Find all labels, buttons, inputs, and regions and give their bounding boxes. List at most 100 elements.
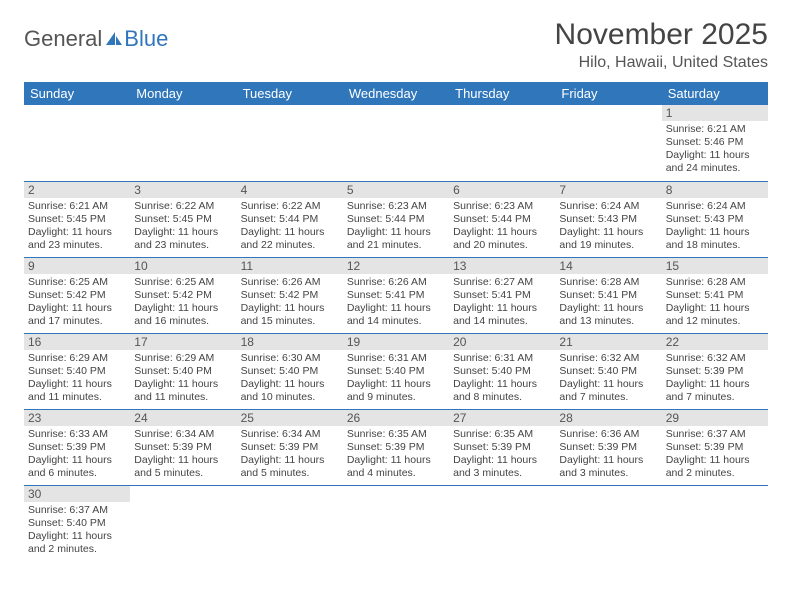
sunset-line: Sunset: 5:40 PM	[28, 517, 126, 530]
day-cell: 3Sunrise: 6:22 AMSunset: 5:45 PMDaylight…	[130, 181, 236, 257]
day-cell: 9Sunrise: 6:25 AMSunset: 5:42 PMDaylight…	[24, 257, 130, 333]
day-detail: Sunrise: 6:31 AMSunset: 5:40 PMDaylight:…	[449, 350, 555, 409]
day-cell: 24Sunrise: 6:34 AMSunset: 5:39 PMDayligh…	[130, 409, 236, 485]
daylight-line: Daylight: 11 hours and 14 minutes.	[453, 302, 551, 328]
weekday-header: Tuesday	[237, 82, 343, 105]
day-cell: 2Sunrise: 6:21 AMSunset: 5:45 PMDaylight…	[24, 181, 130, 257]
day-cell: 4Sunrise: 6:22 AMSunset: 5:44 PMDaylight…	[237, 181, 343, 257]
daylight-line: Daylight: 11 hours and 22 minutes.	[241, 226, 339, 252]
sunrise-line: Sunrise: 6:25 AM	[28, 276, 126, 289]
sunset-line: Sunset: 5:43 PM	[666, 213, 764, 226]
sunrise-line: Sunrise: 6:29 AM	[134, 352, 232, 365]
weekday-header-row: SundayMondayTuesdayWednesdayThursdayFrid…	[24, 82, 768, 105]
day-number: 30	[24, 486, 130, 502]
day-detail: Sunrise: 6:21 AMSunset: 5:46 PMDaylight:…	[662, 121, 768, 180]
day-detail: Sunrise: 6:37 AMSunset: 5:39 PMDaylight:…	[662, 426, 768, 485]
sunset-line: Sunset: 5:39 PM	[453, 441, 551, 454]
day-detail: Sunrise: 6:33 AMSunset: 5:39 PMDaylight:…	[24, 426, 130, 485]
day-cell: 6Sunrise: 6:23 AMSunset: 5:44 PMDaylight…	[449, 181, 555, 257]
daylight-line: Daylight: 11 hours and 14 minutes.	[347, 302, 445, 328]
day-detail: Sunrise: 6:22 AMSunset: 5:44 PMDaylight:…	[237, 198, 343, 257]
day-cell: 1Sunrise: 6:21 AMSunset: 5:46 PMDaylight…	[662, 105, 768, 181]
day-cell: 30Sunrise: 6:37 AMSunset: 5:40 PMDayligh…	[24, 485, 130, 561]
daylight-line: Daylight: 11 hours and 4 minutes.	[347, 454, 445, 480]
weekday-header: Saturday	[662, 82, 768, 105]
weekday-header: Thursday	[449, 82, 555, 105]
daylight-line: Daylight: 11 hours and 23 minutes.	[28, 226, 126, 252]
title-block: November 2025 Hilo, Hawaii, United State…	[555, 18, 768, 72]
daylight-line: Daylight: 11 hours and 12 minutes.	[666, 302, 764, 328]
day-detail: Sunrise: 6:37 AMSunset: 5:40 PMDaylight:…	[24, 502, 130, 561]
daylight-line: Daylight: 11 hours and 5 minutes.	[134, 454, 232, 480]
logo: General Blue	[24, 26, 168, 52]
day-cell: 8Sunrise: 6:24 AMSunset: 5:43 PMDaylight…	[662, 181, 768, 257]
daylight-line: Daylight: 11 hours and 6 minutes.	[28, 454, 126, 480]
day-detail: Sunrise: 6:28 AMSunset: 5:41 PMDaylight:…	[662, 274, 768, 333]
daylight-line: Daylight: 11 hours and 11 minutes.	[28, 378, 126, 404]
sunrise-line: Sunrise: 6:26 AM	[347, 276, 445, 289]
day-cell: 7Sunrise: 6:24 AMSunset: 5:43 PMDaylight…	[555, 181, 661, 257]
calendar-row: 2Sunrise: 6:21 AMSunset: 5:45 PMDaylight…	[24, 181, 768, 257]
sunrise-line: Sunrise: 6:22 AM	[241, 200, 339, 213]
sunset-line: Sunset: 5:40 PM	[347, 365, 445, 378]
day-number: 23	[24, 410, 130, 426]
sunset-line: Sunset: 5:39 PM	[559, 441, 657, 454]
sunset-line: Sunset: 5:39 PM	[347, 441, 445, 454]
sunset-line: Sunset: 5:44 PM	[241, 213, 339, 226]
day-number: 19	[343, 334, 449, 350]
day-cell: 15Sunrise: 6:28 AMSunset: 5:41 PMDayligh…	[662, 257, 768, 333]
sunset-line: Sunset: 5:42 PM	[241, 289, 339, 302]
day-number: 21	[555, 334, 661, 350]
sunset-line: Sunset: 5:40 PM	[241, 365, 339, 378]
day-detail: Sunrise: 6:27 AMSunset: 5:41 PMDaylight:…	[449, 274, 555, 333]
sunset-line: Sunset: 5:45 PM	[134, 213, 232, 226]
day-cell: 23Sunrise: 6:33 AMSunset: 5:39 PMDayligh…	[24, 409, 130, 485]
day-number: 22	[662, 334, 768, 350]
sunrise-line: Sunrise: 6:35 AM	[453, 428, 551, 441]
calendar-row: 9Sunrise: 6:25 AMSunset: 5:42 PMDaylight…	[24, 257, 768, 333]
daylight-line: Daylight: 11 hours and 20 minutes.	[453, 226, 551, 252]
day-detail: Sunrise: 6:24 AMSunset: 5:43 PMDaylight:…	[662, 198, 768, 257]
empty-cell	[662, 485, 768, 561]
sunrise-line: Sunrise: 6:25 AM	[134, 276, 232, 289]
day-detail: Sunrise: 6:29 AMSunset: 5:40 PMDaylight:…	[24, 350, 130, 409]
sunset-line: Sunset: 5:44 PM	[453, 213, 551, 226]
sunset-line: Sunset: 5:43 PM	[559, 213, 657, 226]
empty-cell	[237, 485, 343, 561]
sunset-line: Sunset: 5:39 PM	[241, 441, 339, 454]
day-number: 15	[662, 258, 768, 274]
day-cell: 10Sunrise: 6:25 AMSunset: 5:42 PMDayligh…	[130, 257, 236, 333]
daylight-line: Daylight: 11 hours and 5 minutes.	[241, 454, 339, 480]
day-cell: 5Sunrise: 6:23 AMSunset: 5:44 PMDaylight…	[343, 181, 449, 257]
empty-cell	[343, 105, 449, 181]
sunset-line: Sunset: 5:40 PM	[559, 365, 657, 378]
day-cell: 20Sunrise: 6:31 AMSunset: 5:40 PMDayligh…	[449, 333, 555, 409]
day-number: 17	[130, 334, 236, 350]
day-number: 6	[449, 182, 555, 198]
sunrise-line: Sunrise: 6:28 AM	[666, 276, 764, 289]
daylight-line: Daylight: 11 hours and 2 minutes.	[666, 454, 764, 480]
empty-cell	[237, 105, 343, 181]
sunrise-line: Sunrise: 6:23 AM	[347, 200, 445, 213]
day-number: 1	[662, 105, 768, 121]
day-cell: 29Sunrise: 6:37 AMSunset: 5:39 PMDayligh…	[662, 409, 768, 485]
day-number: 26	[343, 410, 449, 426]
sunrise-line: Sunrise: 6:33 AM	[28, 428, 126, 441]
day-detail: Sunrise: 6:34 AMSunset: 5:39 PMDaylight:…	[130, 426, 236, 485]
day-detail: Sunrise: 6:24 AMSunset: 5:43 PMDaylight:…	[555, 198, 661, 257]
weekday-header: Sunday	[24, 82, 130, 105]
sunset-line: Sunset: 5:41 PM	[559, 289, 657, 302]
sunset-line: Sunset: 5:40 PM	[28, 365, 126, 378]
day-detail: Sunrise: 6:23 AMSunset: 5:44 PMDaylight:…	[449, 198, 555, 257]
sunrise-line: Sunrise: 6:29 AM	[28, 352, 126, 365]
daylight-line: Daylight: 11 hours and 8 minutes.	[453, 378, 551, 404]
day-cell: 26Sunrise: 6:35 AMSunset: 5:39 PMDayligh…	[343, 409, 449, 485]
page-title: November 2025	[555, 18, 768, 52]
day-detail: Sunrise: 6:32 AMSunset: 5:40 PMDaylight:…	[555, 350, 661, 409]
day-detail: Sunrise: 6:26 AMSunset: 5:41 PMDaylight:…	[343, 274, 449, 333]
sunrise-line: Sunrise: 6:32 AM	[666, 352, 764, 365]
day-cell: 21Sunrise: 6:32 AMSunset: 5:40 PMDayligh…	[555, 333, 661, 409]
sunrise-line: Sunrise: 6:24 AM	[559, 200, 657, 213]
sunrise-line: Sunrise: 6:22 AM	[134, 200, 232, 213]
daylight-line: Daylight: 11 hours and 9 minutes.	[347, 378, 445, 404]
